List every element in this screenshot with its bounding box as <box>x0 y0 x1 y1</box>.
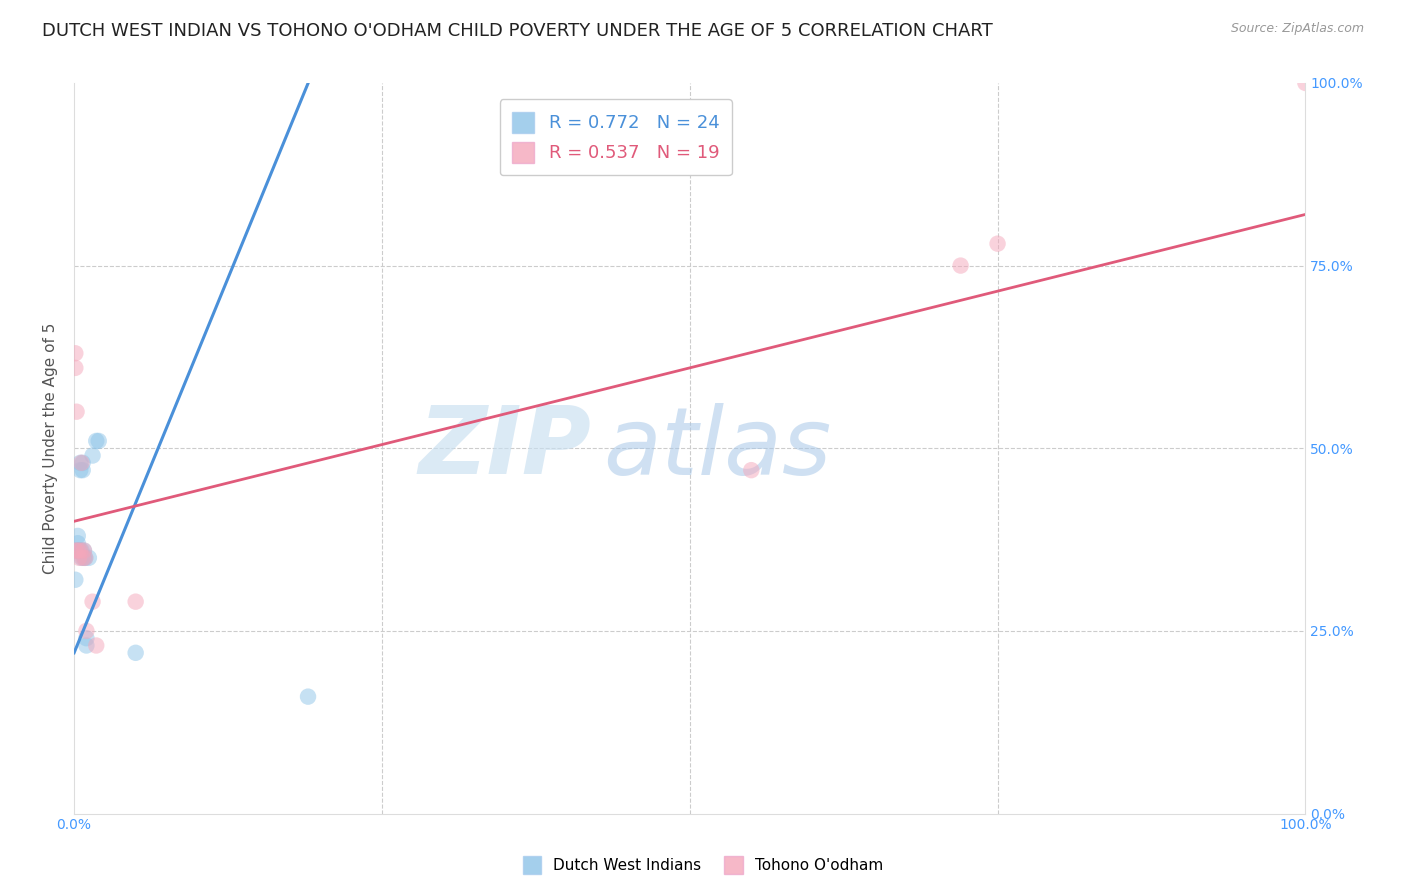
Point <box>124 595 146 609</box>
Point <box>1294 76 1316 90</box>
Point <box>84 434 107 448</box>
Point <box>297 690 319 704</box>
Point <box>69 543 91 558</box>
Point <box>67 543 90 558</box>
Point <box>69 456 91 470</box>
Y-axis label: Child Poverty Under the Age of 5: Child Poverty Under the Age of 5 <box>44 323 58 574</box>
Point <box>73 543 96 558</box>
Point <box>65 346 87 360</box>
Point <box>82 595 104 609</box>
Point <box>65 573 87 587</box>
Text: ZIP: ZIP <box>419 402 592 494</box>
Point <box>75 550 97 565</box>
Point <box>69 543 91 558</box>
Legend: Dutch West Indians, Tohono O'odham: Dutch West Indians, Tohono O'odham <box>516 850 890 880</box>
Text: DUTCH WEST INDIAN VS TOHONO O'ODHAM CHILD POVERTY UNDER THE AGE OF 5 CORRELATION: DUTCH WEST INDIAN VS TOHONO O'ODHAM CHIL… <box>42 22 993 40</box>
Legend: R = 0.772   N = 24, R = 0.537   N = 19: R = 0.772 N = 24, R = 0.537 N = 19 <box>499 99 733 176</box>
Point <box>65 543 87 558</box>
Point <box>87 434 110 448</box>
Point <box>82 449 104 463</box>
Point <box>73 543 96 558</box>
Point <box>75 624 97 638</box>
Point <box>70 456 93 470</box>
Point <box>65 405 87 419</box>
Point <box>73 550 96 565</box>
Point <box>66 529 89 543</box>
Point <box>949 259 972 273</box>
Point <box>66 543 89 558</box>
Point <box>84 639 107 653</box>
Point <box>66 536 89 550</box>
Text: Source: ZipAtlas.com: Source: ZipAtlas.com <box>1230 22 1364 36</box>
Point <box>65 360 87 375</box>
Point <box>66 543 89 558</box>
Point <box>72 550 94 565</box>
Point <box>70 550 93 565</box>
Text: atlas: atlas <box>603 403 832 494</box>
Point <box>65 543 87 558</box>
Point <box>77 550 100 565</box>
Point <box>75 639 97 653</box>
Point <box>70 543 93 558</box>
Point <box>740 463 762 477</box>
Point <box>75 631 97 645</box>
Point <box>69 463 91 477</box>
Point <box>67 550 90 565</box>
Point <box>75 550 97 565</box>
Point <box>72 463 94 477</box>
Point <box>987 236 1010 251</box>
Point <box>72 456 94 470</box>
Point <box>124 646 146 660</box>
